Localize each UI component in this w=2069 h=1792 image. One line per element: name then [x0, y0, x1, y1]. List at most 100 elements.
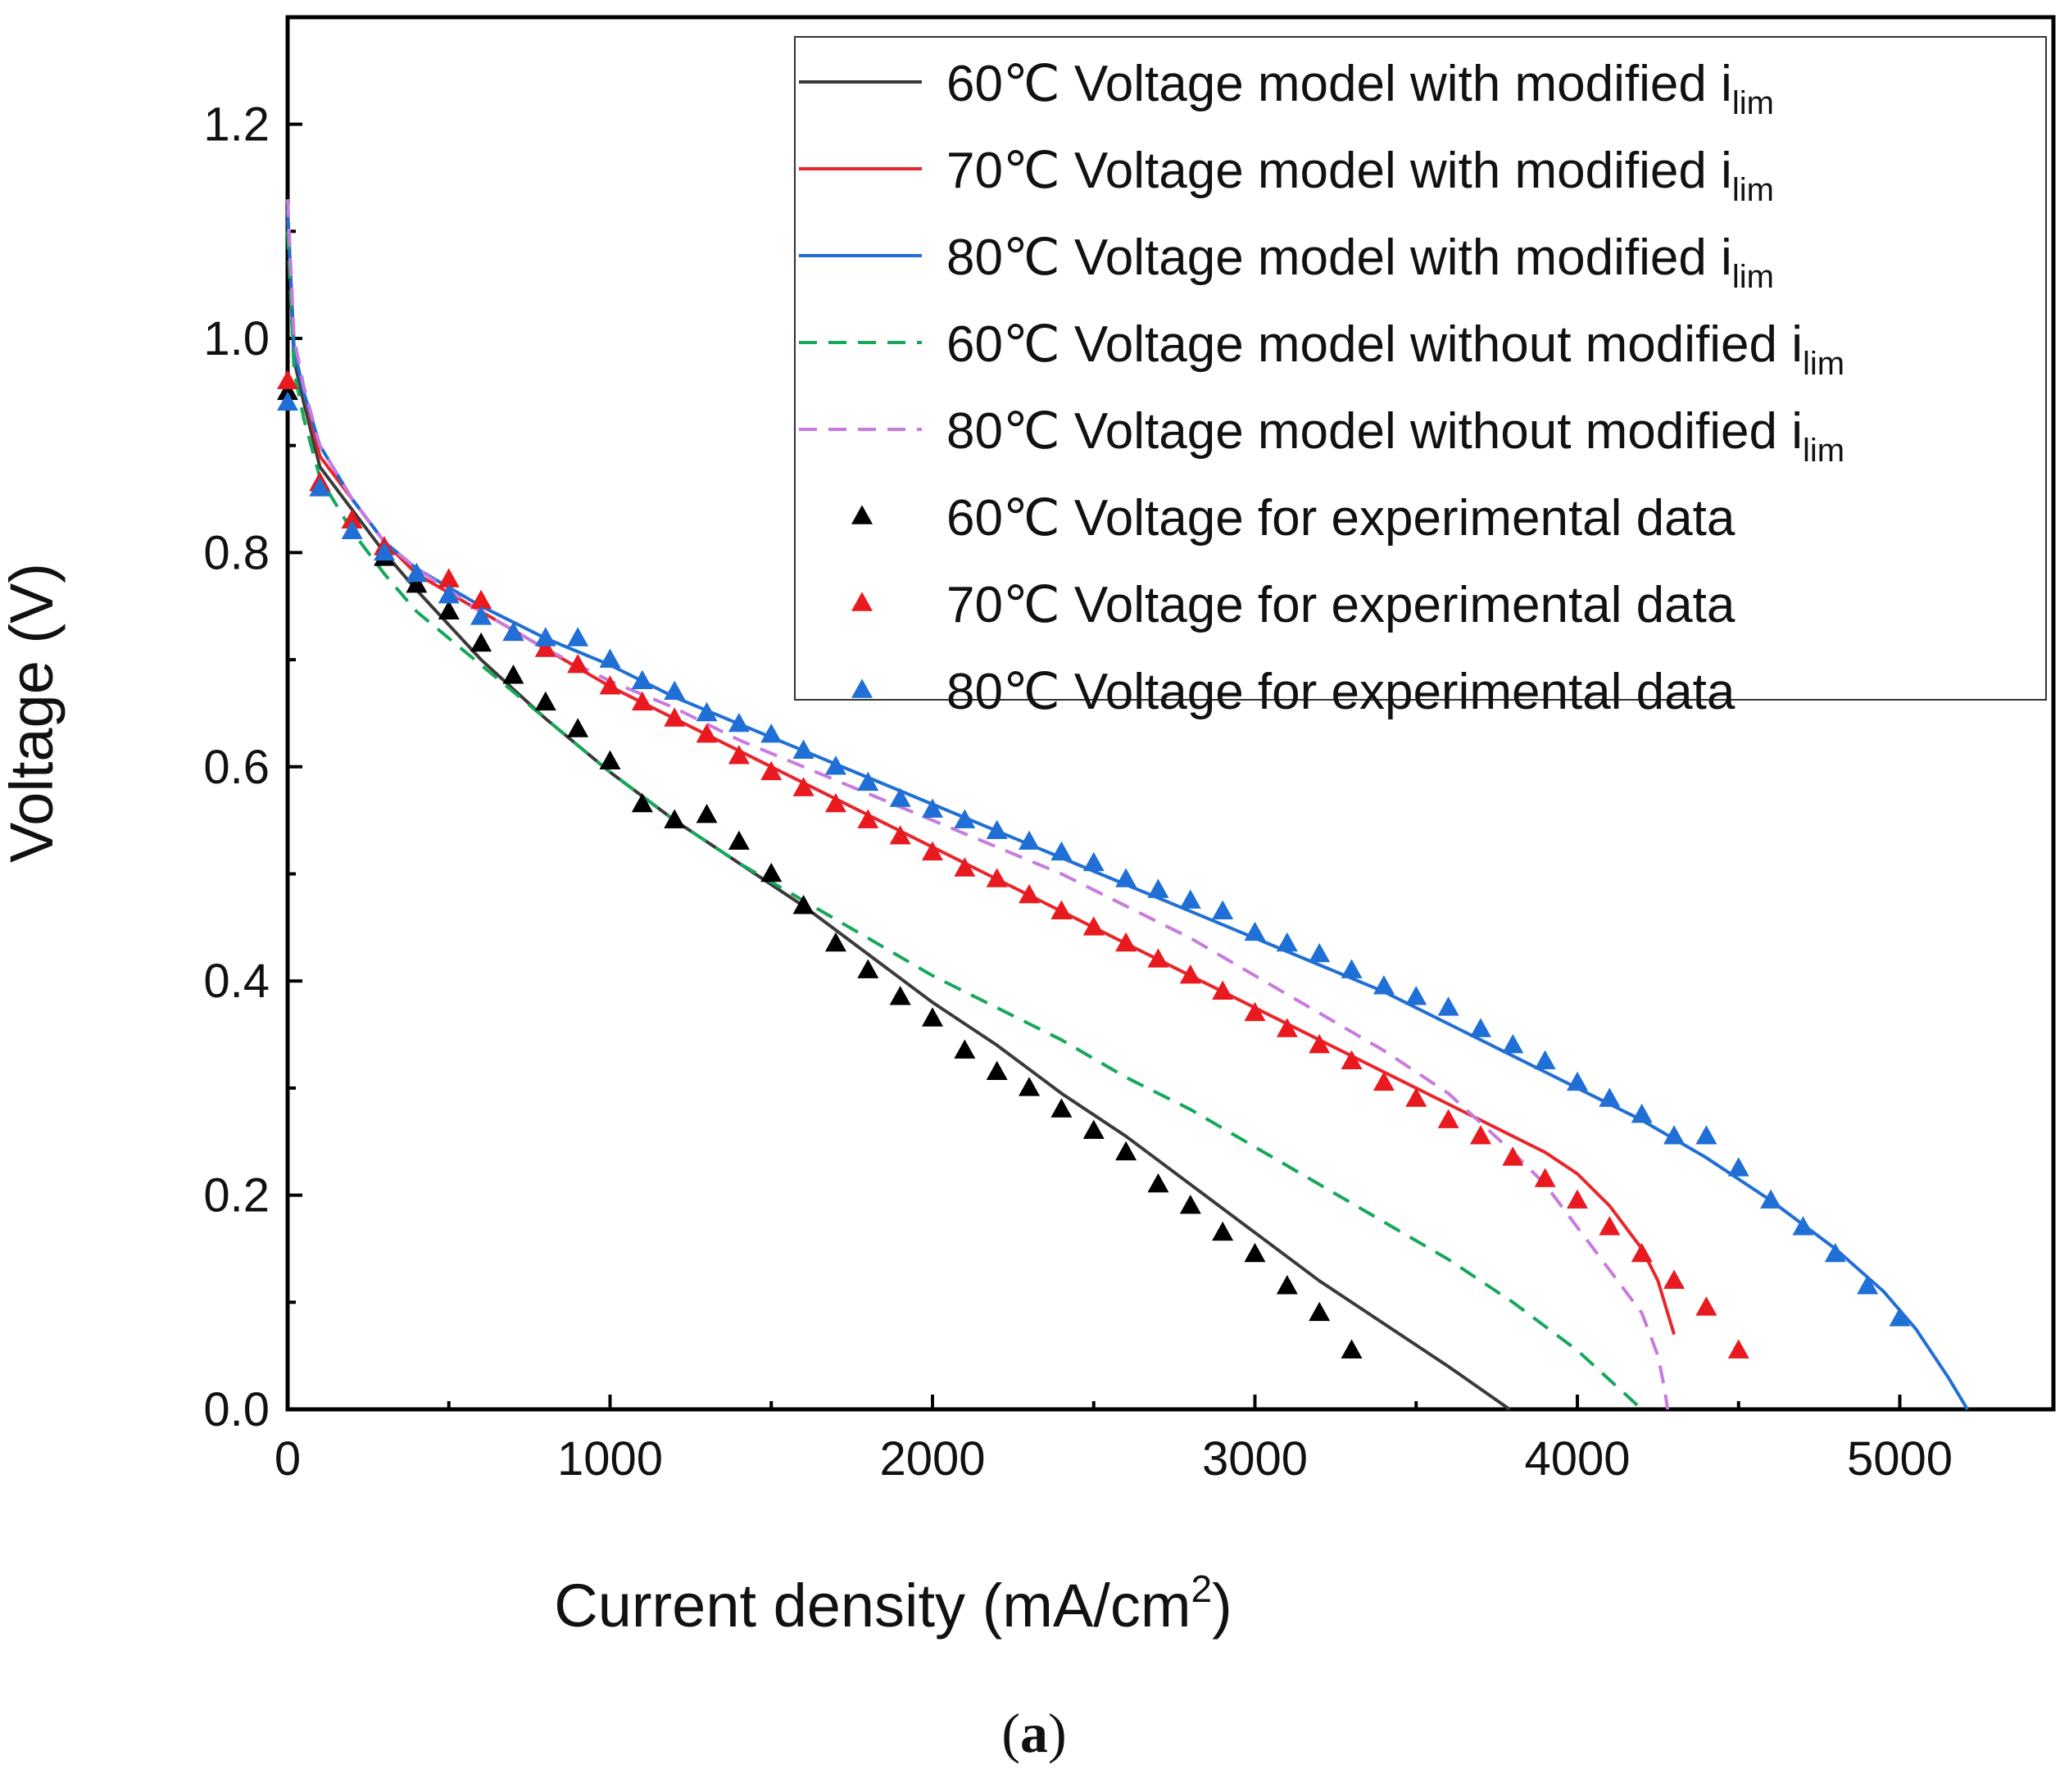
data-point: [1147, 878, 1169, 898]
x-tick-label: 1000: [557, 1432, 663, 1486]
series-layer: [277, 199, 1969, 1411]
legend-item: 60℃ Voltage model with modified ilim: [799, 56, 1774, 121]
data-point: [1405, 986, 1427, 1005]
legend-label-subscript: lim: [1803, 433, 1844, 469]
data-point: [599, 675, 621, 695]
data-point: [1276, 1018, 1298, 1037]
data-point: [1244, 1242, 1266, 1263]
y-tick-label: 0.4: [203, 955, 270, 1008]
data-point: [277, 370, 298, 390]
legend-label: 80℃ Voltage model with modified ilim: [946, 229, 1774, 295]
data-point: [954, 809, 976, 828]
series-7: [277, 391, 1911, 1327]
series-5: [277, 380, 1363, 1359]
data-point: [728, 830, 750, 851]
data-point: [986, 868, 1008, 887]
data-point: [792, 895, 814, 914]
series-line: [286, 220, 1511, 1411]
data-point: [1115, 1141, 1137, 1161]
data-point: [438, 568, 460, 588]
data-point: [1469, 1018, 1491, 1037]
data-point: [1309, 942, 1331, 963]
data-point: [728, 712, 750, 733]
x-tick-label: 3000: [1202, 1432, 1308, 1486]
figure-caption: (a): [1001, 1702, 1066, 1764]
data-point: [824, 792, 846, 813]
data-point: [1792, 1216, 1814, 1236]
data-point: [760, 862, 783, 882]
legend-label-text: 60℃ Voltage model without modified i: [946, 316, 1803, 373]
data-point: [889, 986, 911, 1005]
data-point: [341, 519, 363, 540]
data-point: [1082, 916, 1105, 936]
plot-frame: [285, 15, 2056, 1412]
legend-label: 80℃ Voltage for experimental data: [946, 664, 1736, 720]
x-axis-label-close: ): [1212, 1572, 1232, 1640]
data-point: [1179, 964, 1201, 984]
data-point: [664, 707, 686, 727]
y-tick-label: 1.0: [203, 312, 270, 365]
data-point: [277, 380, 298, 401]
y-tick-label: 0.0: [203, 1383, 270, 1436]
axes: 0 1000 2000 3000 4000 5000 0.0 0.2 0.4 0.6 0.8 1.0 1…: [203, 15, 1953, 1486]
data-point: [438, 584, 460, 604]
data-point: [567, 718, 589, 737]
data-point: [1469, 1125, 1491, 1145]
x-tick-label: 2000: [879, 1432, 985, 1486]
legend-label: 60℃ Voltage model without modified ilim: [946, 316, 1844, 382]
data-point: [502, 665, 524, 684]
series-3: [286, 231, 1644, 1411]
data-point: [534, 627, 556, 646]
figure-caption-letter: a: [1020, 1702, 1048, 1764]
series-line: [286, 231, 1644, 1411]
data-point: [1695, 1296, 1717, 1316]
legend-item: 60℃ Voltage for experimental data: [851, 490, 1736, 547]
data-point: [1115, 932, 1137, 952]
data-point: [470, 632, 492, 652]
data-point: [567, 653, 589, 674]
data-point: [1147, 1173, 1169, 1193]
data-point: [1502, 1146, 1524, 1166]
legend-label-text: 70℃ Voltage model with modified i: [946, 143, 1732, 199]
data-point: [824, 755, 846, 775]
data-point: [1631, 1242, 1653, 1263]
legend-label: 60℃ Voltage model with modified ilim: [946, 56, 1774, 121]
data-point: [1889, 1307, 1911, 1327]
data-point: [922, 798, 943, 818]
data-point: [1244, 1001, 1266, 1022]
legend-label-text: 80℃ Voltage model without modified i: [946, 403, 1803, 460]
data-point: [1179, 1195, 1201, 1214]
data-point: [438, 600, 460, 620]
x-axis-label-superscript: 2: [1191, 1567, 1212, 1610]
legend-label-subscript: lim: [1732, 259, 1774, 295]
data-point: [1019, 883, 1041, 904]
data-point: [1276, 932, 1298, 952]
data-point: [696, 701, 718, 722]
data-point: [986, 1060, 1008, 1081]
data-point: [1534, 1168, 1556, 1187]
legend-swatch: [851, 678, 873, 698]
legend-label-text: 70℃ Voltage for experimental data: [946, 577, 1736, 633]
x-tick-label: 5000: [1847, 1432, 1953, 1486]
x-axis-label-main: Current density (mA/cm: [554, 1572, 1191, 1640]
data-point: [1309, 1033, 1331, 1054]
data-point: [1019, 1077, 1041, 1096]
series-0: [286, 220, 1511, 1411]
x-tick-label: 4000: [1524, 1432, 1630, 1486]
legend-label: 80℃ Voltage model without modified ilim: [946, 403, 1844, 469]
data-point: [1727, 1157, 1749, 1177]
data-point: [1212, 980, 1234, 1000]
legend-label: 70℃ Voltage model with modified ilim: [946, 143, 1774, 208]
legend-swatch: [851, 505, 873, 524]
data-point: [1824, 1242, 1846, 1263]
legend-label-text: 60℃ Voltage model with modified i: [946, 56, 1732, 112]
data-point: [792, 739, 814, 759]
data-point: [1276, 1275, 1298, 1295]
data-point: [986, 819, 1008, 839]
data-point: [406, 562, 428, 583]
legend-items: 60℃ Voltage model with modified ilim70℃ …: [799, 56, 1844, 720]
data-point: [1502, 1033, 1524, 1054]
data-point: [1663, 1125, 1686, 1145]
legend-item: 70℃ Voltage model with modified ilim: [799, 143, 1774, 208]
